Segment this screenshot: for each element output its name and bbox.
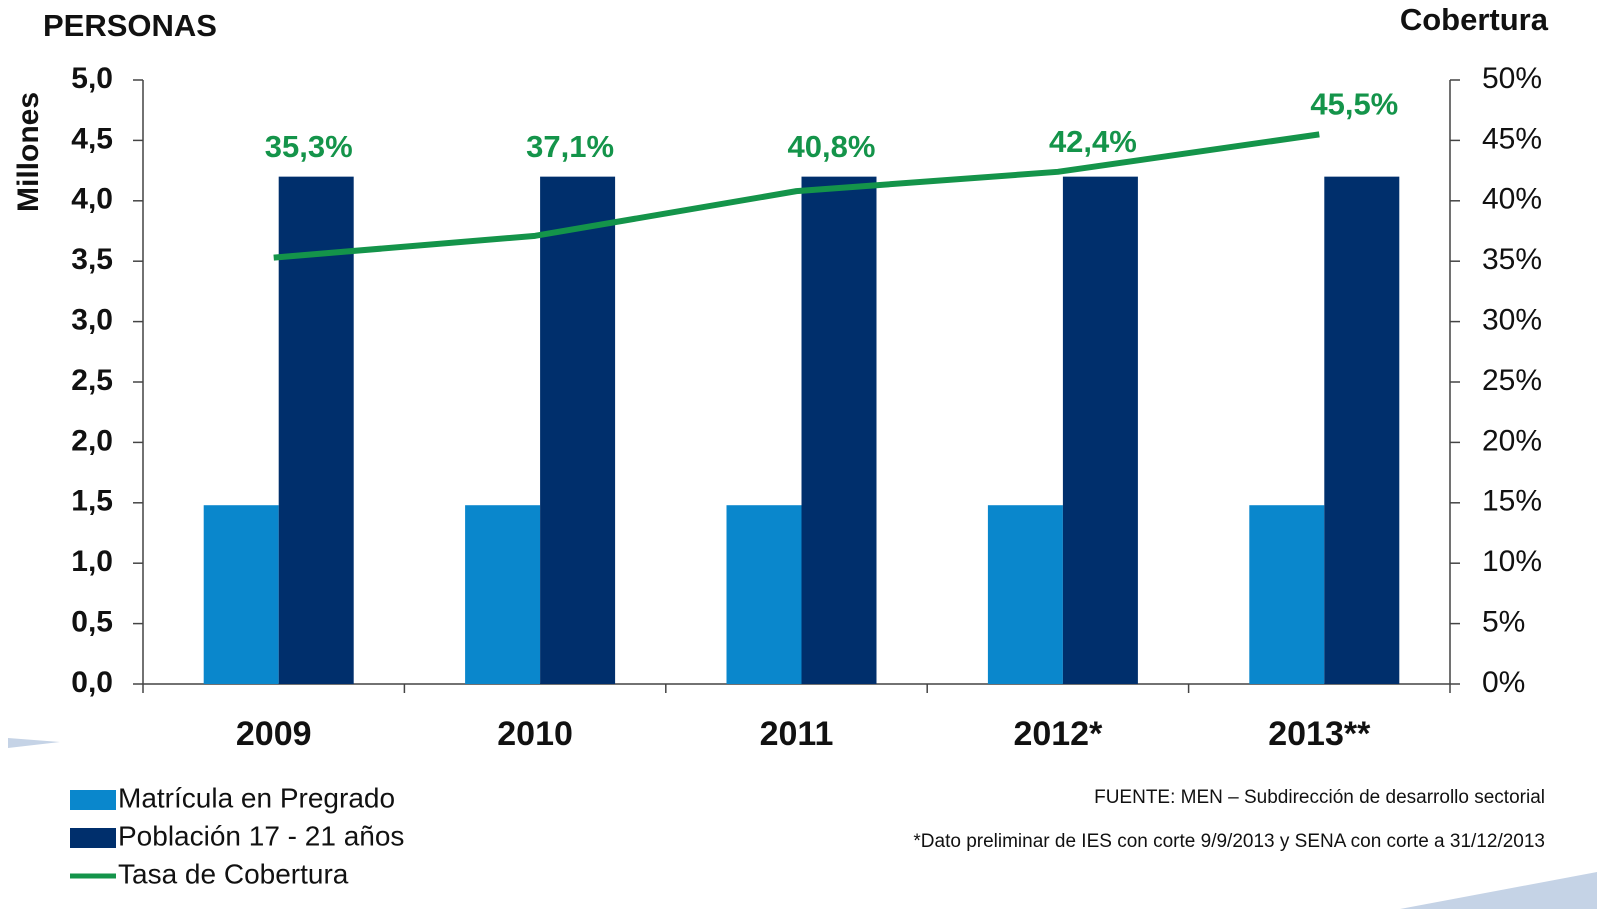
y2-tick-label: 5% — [1482, 606, 1525, 639]
data-label: 42,4% — [1049, 124, 1137, 159]
bar — [726, 505, 802, 684]
legend-label: Tasa de Cobertura — [118, 858, 349, 889]
y2-tick-label: 25% — [1482, 364, 1542, 397]
legend-label: Población 17 - 21 años — [118, 820, 404, 851]
y2-tick-label: 15% — [1482, 485, 1542, 518]
y-tick-label: 1,0 — [71, 545, 113, 578]
y-tick-label: 3,5 — [71, 243, 113, 276]
x-tick-label: 2010 — [497, 715, 573, 753]
note: *Dato preliminar de IES con corte 9/9/20… — [913, 831, 1545, 852]
y-title: PERSONAS — [43, 8, 217, 43]
x-tick-label: 2012* — [1013, 715, 1103, 753]
decoration — [8, 738, 60, 748]
data-label: 45,5% — [1310, 87, 1398, 122]
bar — [1324, 176, 1400, 684]
y2-tick-label: 20% — [1482, 424, 1542, 457]
bar — [278, 176, 354, 684]
y-tick-label: 0,5 — [71, 606, 113, 639]
y-tick-label: 5,0 — [71, 62, 113, 95]
bar — [987, 505, 1063, 684]
x-tick-label: 2011 — [760, 715, 834, 753]
y-tick-label: 2,5 — [71, 364, 113, 397]
line — [273, 131, 1320, 261]
y2-tick-label: 45% — [1482, 122, 1542, 155]
bar — [801, 176, 877, 684]
data-label: 37,1% — [526, 129, 614, 164]
decoration — [1400, 872, 1597, 909]
y2-tick-label: 0% — [1482, 666, 1525, 699]
y-tick-label: 4,5 — [71, 122, 113, 155]
legend-swatch — [70, 790, 116, 810]
data-label: 40,8% — [788, 129, 876, 164]
y-tick-label: 0,0 — [71, 666, 113, 699]
bar — [1249, 505, 1325, 684]
note: FUENTE: MEN – Subdirección de desarrollo… — [1094, 787, 1545, 808]
y-tick-label: 4,0 — [71, 183, 113, 216]
bar — [465, 505, 541, 684]
y2-tick-label: 50% — [1482, 62, 1542, 95]
bar — [540, 176, 616, 684]
bar — [1062, 176, 1138, 684]
legend-swatch — [70, 828, 116, 848]
legend-label: Matrícula en Pregrado — [118, 782, 395, 813]
y-tick-label: 1,5 — [71, 485, 113, 518]
y2-tick-label: 35% — [1482, 243, 1542, 276]
y-axis-label: Millones — [12, 92, 45, 212]
data-label: 35,3% — [265, 129, 353, 164]
y-tick-label: 2,0 — [71, 424, 113, 457]
x-tick-label: 2009 — [236, 715, 312, 753]
y2-tick-label: 40% — [1482, 183, 1542, 216]
x-tick-label: 2013** — [1268, 715, 1371, 753]
y2-title: Cobertura — [1400, 2, 1549, 37]
bar — [203, 505, 279, 684]
y2-tick-label: 30% — [1482, 304, 1542, 337]
y2-tick-label: 10% — [1482, 545, 1542, 578]
y-tick-label: 3,0 — [71, 304, 113, 337]
